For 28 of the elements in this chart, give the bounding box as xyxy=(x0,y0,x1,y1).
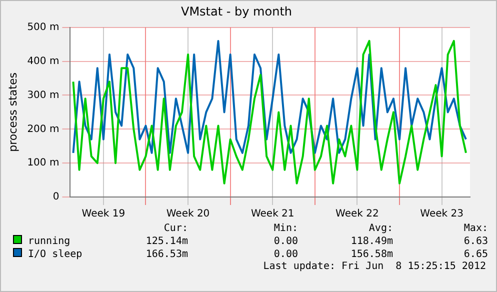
text: 0.00 xyxy=(272,249,298,261)
y-axis-title: process states xyxy=(6,72,20,152)
x-tick-label: Week 20 xyxy=(166,208,210,220)
text: 166.53m xyxy=(144,249,188,261)
text: 6.63 xyxy=(462,236,488,248)
text: 156.58m xyxy=(350,249,393,261)
text: 6.65 xyxy=(462,249,488,261)
text: Max: xyxy=(462,223,488,235)
text: Avg: xyxy=(368,223,393,235)
y-tick-label: 400 m xyxy=(27,56,60,67)
x-tick-label: Week 22 xyxy=(336,208,379,220)
x-tick-label: Week 23 xyxy=(420,208,464,220)
legend-label: I/O sleep xyxy=(28,249,82,260)
y-tick-label: 500 m xyxy=(27,22,60,33)
text: 118.49m xyxy=(350,236,393,248)
y-tick-label: 300 m xyxy=(27,90,60,101)
x-tick-label: Week 21 xyxy=(250,208,294,220)
text: Cur: xyxy=(162,223,188,235)
text: 0.00 xyxy=(272,236,298,248)
text: 125.14m xyxy=(144,236,188,248)
y-tick-label: 100 m xyxy=(27,158,60,169)
y-tick-label: 0 xyxy=(52,192,60,203)
chart-title: VMstat - by month xyxy=(180,4,292,18)
y-tick-label: 200 m xyxy=(27,124,60,135)
text: Last update: Fri Jun 8 15:25:15 2012 xyxy=(262,261,486,273)
legend-label: running xyxy=(28,236,70,247)
text: Min: xyxy=(272,223,298,235)
x-tick-label: Week 19 xyxy=(82,208,126,220)
